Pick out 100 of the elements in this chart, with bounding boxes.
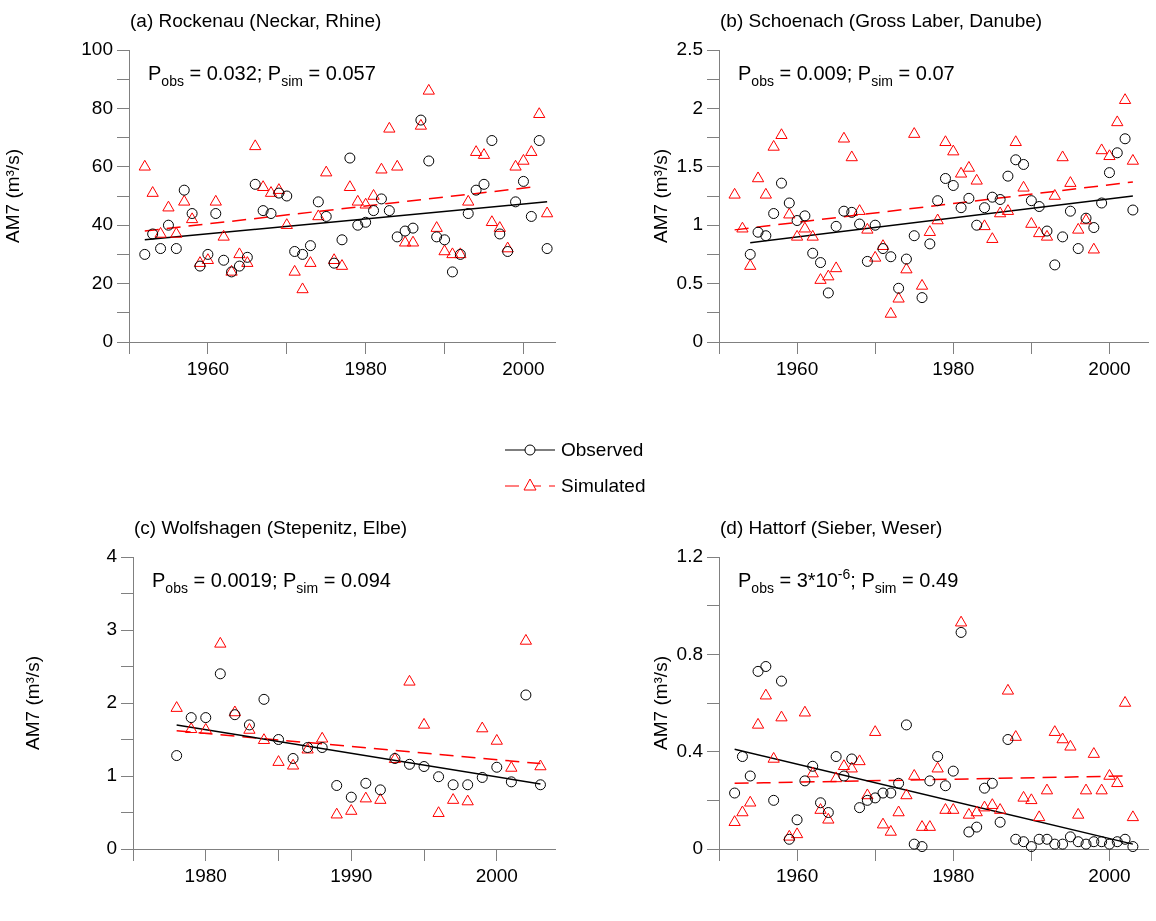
point [162,200,175,212]
point [185,712,197,724]
point [978,219,991,231]
point [876,239,890,250]
point [517,175,529,187]
point [815,797,827,809]
point [752,665,764,677]
point [1080,838,1092,850]
y-tick-label: 0 [102,330,113,352]
y-tick-label: 3 [106,618,117,640]
point [423,155,435,167]
point [752,226,764,238]
point [932,751,944,763]
y-tick-label: 1 [106,764,117,786]
point [525,210,537,222]
point [751,171,765,183]
point [1048,725,1061,736]
point [280,218,293,229]
point [399,225,411,237]
point [249,178,261,190]
point [955,626,967,638]
point [979,202,991,214]
point [281,190,293,202]
point [368,205,380,217]
y-tick-label: 40 [91,213,113,235]
point [908,127,921,138]
y-tick-label: 1.2 [676,545,703,567]
point [194,260,206,272]
point [186,208,198,220]
point [939,135,952,147]
point [343,180,357,191]
point [154,226,167,238]
point [869,725,882,736]
point [229,709,241,721]
point [1033,201,1045,213]
point [297,248,309,260]
point [351,194,364,206]
y-tick-label: 0.5 [676,271,703,293]
point [256,180,270,191]
point [1119,833,1131,845]
point [446,247,459,259]
point [257,205,269,217]
point [759,688,772,700]
point [971,821,983,833]
point [931,761,944,773]
point [228,705,241,717]
point [877,787,889,799]
point [264,186,278,197]
point [1010,154,1022,166]
point [1072,807,1085,819]
point [947,144,960,156]
point [478,178,490,190]
y-tick-label: 0 [692,837,703,859]
point [908,769,921,780]
point [854,218,866,230]
y-tick-label: 2.5 [676,38,703,60]
point [908,230,920,242]
point [846,753,858,765]
point [1057,838,1069,850]
point [744,770,756,782]
point [978,800,991,812]
y-axis-title: AM7 (m³/s) [649,149,671,243]
point [273,734,285,745]
point [490,733,503,745]
point [962,807,976,819]
point [900,253,912,265]
point [1064,739,1077,751]
y-tick-label: 20 [91,271,113,293]
point [432,806,445,817]
point [1040,229,1054,241]
point [316,742,328,754]
point [830,751,842,763]
chart-title: (a) Rockenau (Neckar, Rhine) [130,10,382,31]
point [534,779,546,791]
y-tick-label: 2 [106,691,117,713]
point [320,210,332,222]
point [345,804,358,815]
point [760,661,772,672]
point [1049,259,1061,271]
point [335,259,349,270]
point [885,787,897,799]
point [162,219,174,231]
point [438,244,451,256]
point [822,287,834,299]
point [1064,176,1077,187]
point [760,230,772,242]
point [431,231,443,243]
point [398,235,412,247]
point [469,145,483,156]
point [375,193,387,205]
point [540,206,554,218]
point [502,245,514,257]
point [359,197,372,209]
point [822,807,834,818]
point [1088,222,1100,234]
x-tick-label: 1960 [775,864,819,886]
point [986,798,999,809]
point [265,208,277,220]
point [493,221,506,232]
point [1103,167,1115,179]
